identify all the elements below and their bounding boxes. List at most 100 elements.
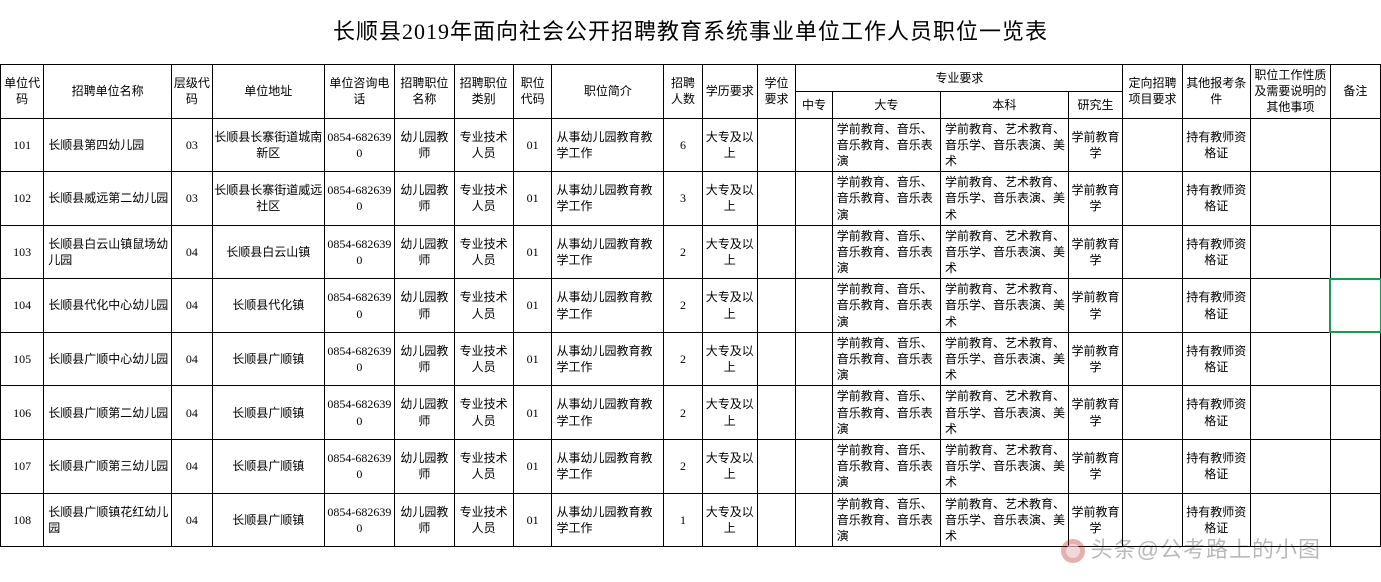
cell-unit_addr[interactable]: 长顺县代化镇 [212,279,324,333]
cell-unit_code[interactable]: 102 [1,172,44,226]
cell-major_bk[interactable]: 学前教育、艺术教育、音乐学、音乐表演、美术 [941,386,1069,440]
cell-major_bk[interactable]: 学前教育、艺术教育、音乐学、音乐表演、美术 [941,332,1069,386]
cell-pos_code[interactable]: 01 [513,332,552,386]
cell-pos_nature[interactable] [1250,279,1330,333]
cell-other_cond[interactable]: 持有教师资格证 [1182,225,1250,279]
cell-other_cond[interactable]: 持有教师资格证 [1182,118,1250,172]
cell-level_code[interactable]: 03 [171,118,212,172]
cell-pos_type[interactable]: 专业技术人员 [454,332,513,386]
cell-major_dz[interactable]: 学前教育、音乐、音乐教育、音乐表演 [832,225,940,279]
cell-unit_addr[interactable]: 长顺县广顺镇 [212,493,324,547]
cell-major_yjs[interactable]: 学前教育学 [1068,439,1123,493]
cell-edu[interactable]: 大专及以上 [702,439,757,493]
cell-level_code[interactable]: 04 [171,332,212,386]
cell-major_bk[interactable]: 学前教育、艺术教育、音乐学、音乐表演、美术 [941,225,1069,279]
cell-level_code[interactable]: 04 [171,386,212,440]
cell-unit_addr[interactable]: 长顺县白云山镇 [212,225,324,279]
cell-unit_addr[interactable]: 长顺县广顺镇 [212,439,324,493]
cell-pos_nature[interactable] [1250,439,1330,493]
cell-other_cond[interactable]: 持有教师资格证 [1182,386,1250,440]
cell-major_zz[interactable] [796,225,832,279]
cell-major_yjs[interactable]: 学前教育学 [1068,332,1123,386]
cell-unit_name[interactable]: 长顺县广顺第三幼儿园 [44,439,172,493]
cell-pos_code[interactable]: 01 [513,386,552,440]
cell-unit_addr[interactable]: 长顺县长寨街道城南新区 [212,118,324,172]
cell-pos_type[interactable]: 专业技术人员 [454,439,513,493]
cell-pos_nature[interactable] [1250,172,1330,226]
cell-major_dz[interactable]: 学前教育、音乐、音乐教育、音乐表演 [832,172,940,226]
cell-major_bk[interactable]: 学前教育、艺术教育、音乐学、音乐表演、美术 [941,439,1069,493]
cell-pos_nature[interactable] [1250,493,1330,547]
cell-pos_name[interactable]: 幼儿园教师 [395,118,454,172]
cell-edu[interactable]: 大专及以上 [702,493,757,547]
cell-phone[interactable]: 0854-6826390 [324,439,395,493]
cell-major_yjs[interactable]: 学前教育学 [1068,386,1123,440]
cell-unit_addr[interactable]: 长顺县长寨街道威远社区 [212,172,324,226]
cell-remark[interactable] [1330,332,1380,386]
cell-major_zz[interactable] [796,118,832,172]
cell-count[interactable]: 2 [664,439,703,493]
cell-pos_desc[interactable]: 从事幼儿园教育教学工作 [552,225,664,279]
cell-pos_name[interactable]: 幼儿园教师 [395,225,454,279]
cell-pos_nature[interactable] [1250,118,1330,172]
cell-pos_desc[interactable]: 从事幼儿园教育教学工作 [552,439,664,493]
cell-count[interactable]: 2 [664,386,703,440]
cell-phone[interactable]: 0854-6826390 [324,172,395,226]
cell-remark[interactable] [1330,439,1380,493]
cell-other_cond[interactable]: 持有教师资格证 [1182,493,1250,547]
cell-major_bk[interactable]: 学前教育、艺术教育、音乐学、音乐表演、美术 [941,172,1069,226]
cell-major_dz[interactable]: 学前教育、音乐、音乐教育、音乐表演 [832,279,940,333]
cell-major_bk[interactable]: 学前教育、艺术教育、音乐学、音乐表演、美术 [941,118,1069,172]
cell-edu[interactable]: 大专及以上 [702,172,757,226]
cell-unit_code[interactable]: 106 [1,386,44,440]
cell-pos_name[interactable]: 幼儿园教师 [395,439,454,493]
cell-remark[interactable] [1330,386,1380,440]
cell-unit_name[interactable]: 长顺县代化中心幼儿园 [44,279,172,333]
cell-dingxiang[interactable] [1123,279,1182,333]
cell-major_dz[interactable]: 学前教育、音乐、音乐教育、音乐表演 [832,332,940,386]
cell-edu[interactable]: 大专及以上 [702,225,757,279]
cell-pos_name[interactable]: 幼儿园教师 [395,493,454,547]
cell-count[interactable]: 3 [664,172,703,226]
cell-degree[interactable] [757,332,796,386]
cell-unit_code[interactable]: 101 [1,118,44,172]
cell-edu[interactable]: 大专及以上 [702,386,757,440]
cell-edu[interactable]: 大专及以上 [702,332,757,386]
cell-unit_addr[interactable]: 长顺县广顺镇 [212,386,324,440]
cell-unit_name[interactable]: 长顺县广顺第二幼儿园 [44,386,172,440]
cell-edu[interactable]: 大专及以上 [702,118,757,172]
cell-pos_code[interactable]: 01 [513,439,552,493]
cell-major_dz[interactable]: 学前教育、音乐、音乐教育、音乐表演 [832,118,940,172]
cell-major_yjs[interactable]: 学前教育学 [1068,279,1123,333]
cell-pos_type[interactable]: 专业技术人员 [454,172,513,226]
cell-unit_name[interactable]: 长顺县广顺镇花红幼儿园 [44,493,172,547]
cell-pos_type[interactable]: 专业技术人员 [454,493,513,547]
cell-level_code[interactable]: 04 [171,279,212,333]
cell-unit_name[interactable]: 长顺县白云山镇鼠场幼儿园 [44,225,172,279]
cell-pos_code[interactable]: 01 [513,225,552,279]
cell-dingxiang[interactable] [1123,225,1182,279]
cell-unit_addr[interactable]: 长顺县广顺镇 [212,332,324,386]
cell-pos_nature[interactable] [1250,225,1330,279]
cell-pos_desc[interactable]: 从事幼儿园教育教学工作 [552,118,664,172]
cell-edu[interactable]: 大专及以上 [702,279,757,333]
cell-pos_name[interactable]: 幼儿园教师 [395,279,454,333]
cell-phone[interactable]: 0854-6826390 [324,225,395,279]
cell-remark[interactable] [1330,225,1380,279]
cell-pos_code[interactable]: 01 [513,493,552,547]
cell-other_cond[interactable]: 持有教师资格证 [1182,279,1250,333]
cell-major_yjs[interactable]: 学前教育学 [1068,225,1123,279]
cell-pos_desc[interactable]: 从事幼儿园教育教学工作 [552,172,664,226]
cell-pos_name[interactable]: 幼儿园教师 [395,332,454,386]
cell-degree[interactable] [757,386,796,440]
cell-count[interactable]: 2 [664,279,703,333]
cell-major_zz[interactable] [796,493,832,547]
cell-major_bk[interactable]: 学前教育、艺术教育、音乐学、音乐表演、美术 [941,279,1069,333]
cell-phone[interactable]: 0854-6826390 [324,386,395,440]
cell-dingxiang[interactable] [1123,172,1182,226]
cell-unit_code[interactable]: 104 [1,279,44,333]
cell-pos_desc[interactable]: 从事幼儿园教育教学工作 [552,493,664,547]
cell-dingxiang[interactable] [1123,386,1182,440]
cell-unit_code[interactable]: 107 [1,439,44,493]
cell-pos_nature[interactable] [1250,386,1330,440]
